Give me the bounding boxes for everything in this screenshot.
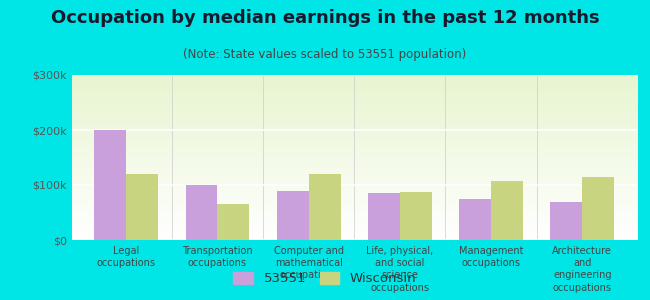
Bar [400,192,432,240]
Text: Occupation by median earnings in the past 12 months: Occupation by median earnings in the pas… [51,9,599,27]
Text: (Note: State values scaled to 53551 population): (Note: State values scaled to 53551 popu… [183,48,467,61]
Bar [277,190,309,240]
Bar [368,193,400,240]
Bar [582,177,614,240]
Bar [218,204,250,240]
Bar [126,174,158,240]
Bar [459,199,491,240]
Bar [94,130,126,240]
Bar [491,181,523,240]
Legend: 53551, Wisconsin: 53551, Wisconsin [228,266,422,290]
Bar [551,202,582,240]
Bar [309,174,341,240]
Bar [185,185,218,240]
